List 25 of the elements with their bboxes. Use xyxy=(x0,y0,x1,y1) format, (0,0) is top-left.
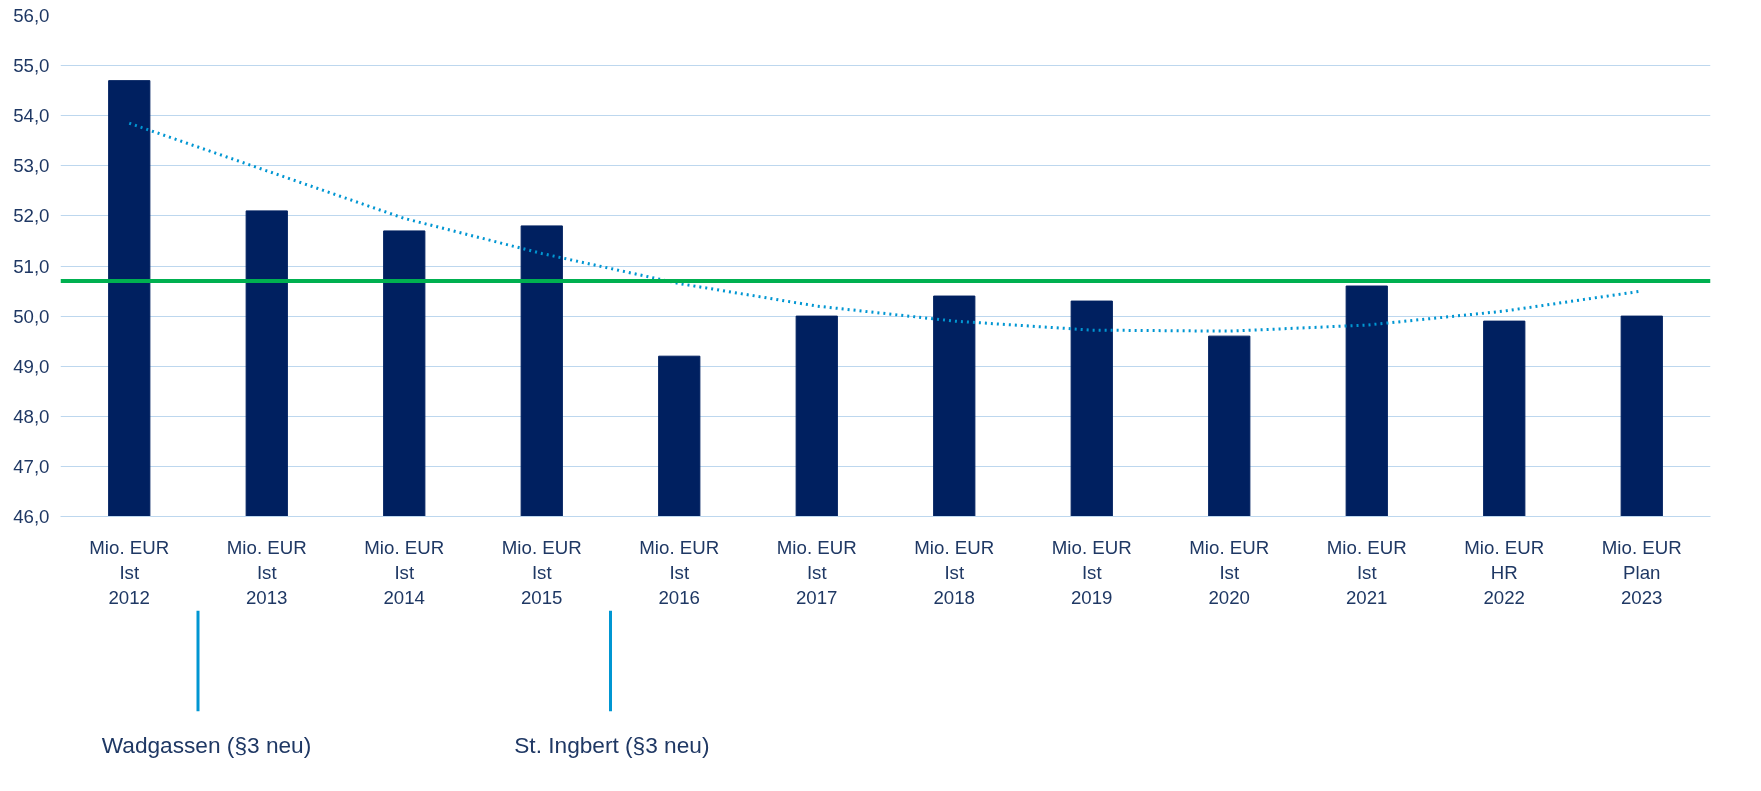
x-tick-label: Mio. EUR Ist 2012 xyxy=(89,536,170,608)
y-tick-label: 49,0 xyxy=(13,355,50,377)
x-tick-label: Mio. EUR HR 2022 xyxy=(1464,536,1545,608)
y-tick-label: 55,0 xyxy=(13,55,50,77)
y-tick-label: 50,0 xyxy=(13,305,50,327)
x-tick-label: Mio. EUR Ist 2019 xyxy=(1051,536,1132,608)
x-tick-label: Mio. EUR Ist 2015 xyxy=(501,536,582,608)
y-tick-label: 46,0 xyxy=(13,506,50,527)
x-tick-label: Mio. EUR Plan 2023 xyxy=(1601,536,1682,608)
text: St. Ingbert (§3 neu) xyxy=(514,731,710,758)
y-tick-label: 47,0 xyxy=(13,455,50,477)
x-tick-label: Mio. EUR Ist 2021 xyxy=(1326,536,1407,608)
x-tick-label: Mio. EUR Ist 2017 xyxy=(776,536,857,608)
x-tick-label: Mio. EUR Ist 2020 xyxy=(1189,536,1270,608)
y-tick-label: 52,0 xyxy=(13,205,50,227)
y-tick-label: 54,0 xyxy=(13,105,50,127)
text: Wadgassen (§3 neu) xyxy=(101,731,312,758)
x-tick-label: Mio. EUR Ist 2018 xyxy=(914,536,995,608)
x-tick-label: Mio. EUR Ist 2013 xyxy=(226,536,307,608)
x-tick-label: Mio. EUR Ist 2014 xyxy=(364,536,445,608)
x-tick-label: Mio. EUR Ist 2016 xyxy=(639,536,720,608)
y-tick-label: 56,0 xyxy=(13,5,50,26)
y-tick-label: 53,0 xyxy=(13,155,50,177)
y-tick-label: 51,0 xyxy=(13,255,50,277)
y-tick-label: 48,0 xyxy=(13,405,50,427)
